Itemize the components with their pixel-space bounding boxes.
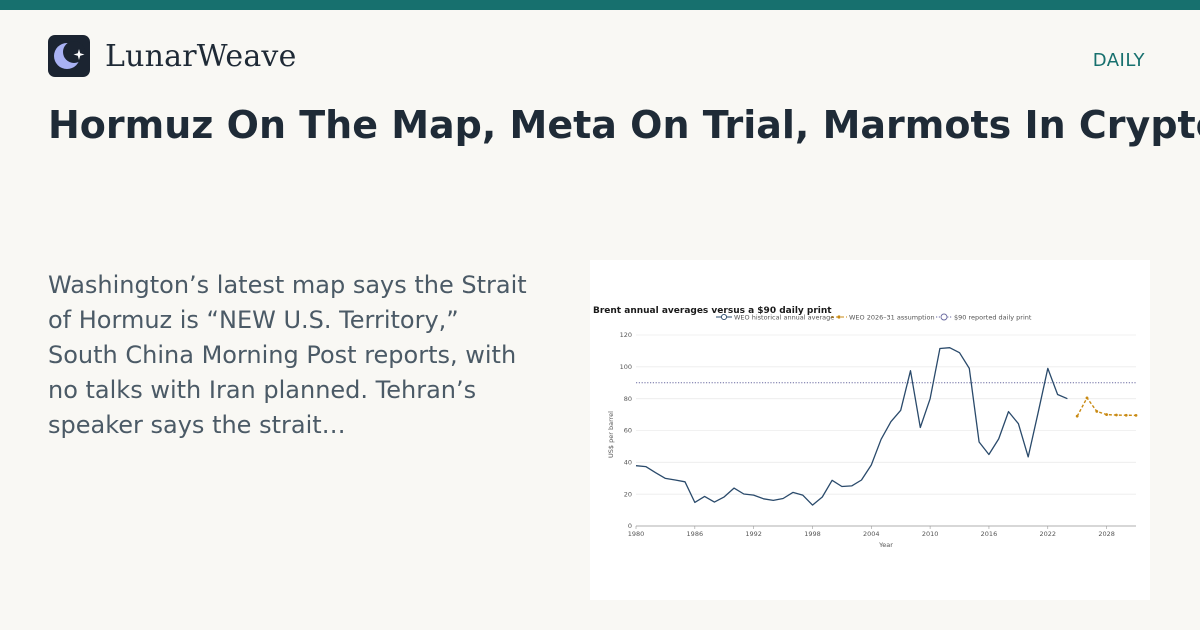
assumption-point — [1105, 413, 1108, 416]
x-tick-label: 2016 — [981, 530, 998, 538]
crescent-moon-star-icon — [48, 35, 90, 77]
x-tick-label: 2004 — [863, 530, 880, 538]
assumption-point — [1075, 414, 1079, 418]
y-tick-label: 0 — [628, 522, 632, 530]
assumption-point — [1114, 413, 1118, 417]
x-tick-label: 1986 — [687, 530, 704, 538]
legend-label-historical: WEO historical annual average — [734, 313, 834, 321]
top-accent-bar — [0, 0, 1200, 10]
assumption-point — [1134, 413, 1138, 417]
x-tick-label: 1980 — [628, 530, 645, 538]
brand-name: LunarWeave — [105, 38, 297, 74]
y-tick-label: 40 — [624, 459, 632, 467]
x-tick-label: 2028 — [1098, 530, 1115, 538]
x-tick-label: 2010 — [922, 530, 939, 538]
brand[interactable]: LunarWeave — [48, 35, 297, 77]
x-tick-label: 1998 — [804, 530, 821, 538]
legend-marker-historical — [720, 313, 728, 321]
x-axis-label: Year — [878, 541, 893, 549]
y-tick-label: 120 — [620, 331, 632, 339]
y-tick-label: 60 — [624, 427, 632, 435]
series-line-historical — [635, 347, 1068, 506]
legend-marker-reference — [940, 313, 948, 321]
chart-title: Brent annual averages versus a $90 daily… — [593, 306, 832, 316]
brent-price-chart: 0 20 40 60 80 100 120 1980 1986 1992 1998 2004 2010 2… — [593, 306, 1138, 549]
x-tick-label: 1992 — [745, 530, 762, 538]
chart-card: 0 20 40 60 80 100 120 1980 1986 1992 1998 2004 2010 2… — [590, 260, 1150, 600]
y-tick-label: 20 — [624, 490, 632, 498]
legend-label-reference: $90 reported daily print — [954, 313, 1032, 321]
assumption-point — [1124, 413, 1128, 417]
article-summary: Washington’s latest map says the Strait … — [48, 271, 527, 439]
headline: Hormuz On The Map, Meta On Trial, Marmot… — [48, 103, 1200, 147]
x-tick-label: 2022 — [1039, 530, 1056, 538]
y-tick-label: 80 — [624, 395, 632, 403]
legend-label-assumption: WEO 2026–31 assumption — [849, 313, 935, 321]
assumption-point — [1085, 396, 1089, 400]
section-label[interactable]: DAILY — [1092, 50, 1145, 71]
y-tick-label: 100 — [620, 363, 632, 371]
assumption-point — [1095, 410, 1099, 413]
legend-marker-assumption — [837, 315, 841, 319]
y-axis-label: US$ per barrel — [607, 411, 615, 458]
